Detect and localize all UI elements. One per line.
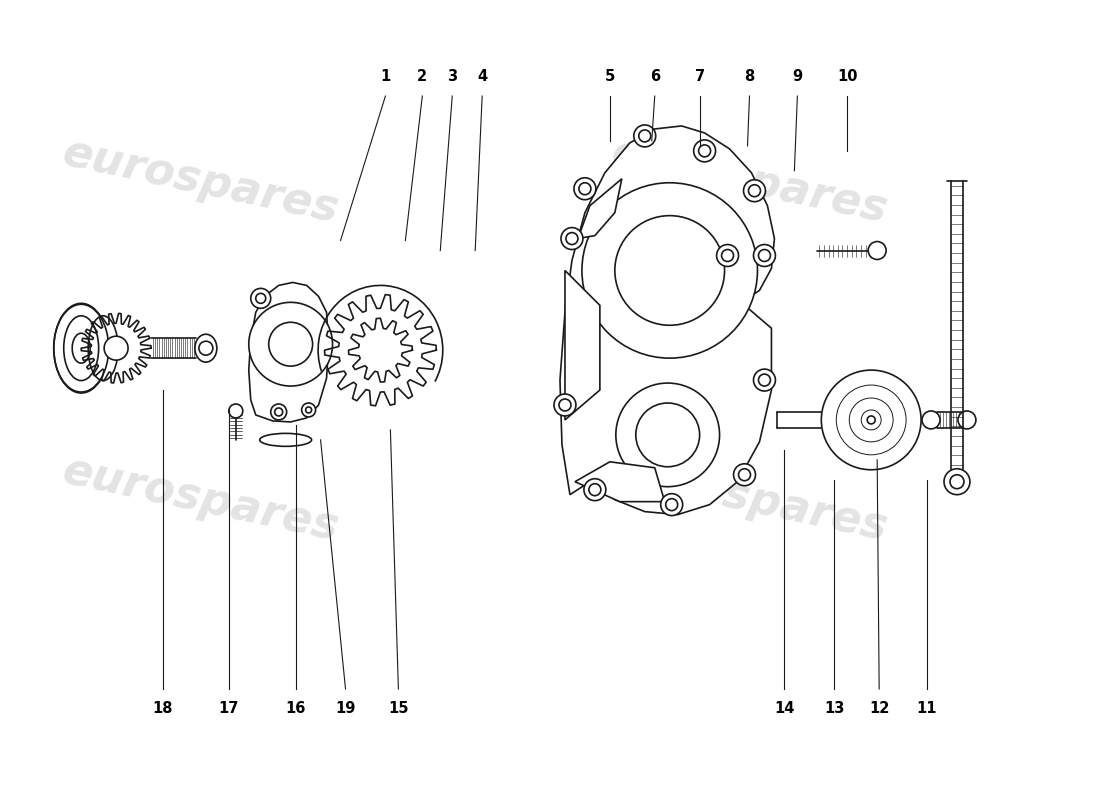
- Circle shape: [822, 370, 921, 470]
- Circle shape: [566, 233, 578, 245]
- Circle shape: [836, 385, 906, 455]
- Polygon shape: [249, 282, 329, 422]
- Text: 18: 18: [153, 702, 173, 717]
- Circle shape: [639, 130, 651, 142]
- Circle shape: [275, 408, 283, 416]
- Text: 10: 10: [837, 69, 858, 84]
- Text: 1: 1: [381, 69, 390, 84]
- Circle shape: [615, 216, 725, 326]
- Polygon shape: [575, 462, 664, 502]
- Circle shape: [958, 411, 976, 429]
- Circle shape: [698, 145, 711, 157]
- Circle shape: [748, 185, 760, 197]
- Text: 15: 15: [388, 702, 408, 717]
- Circle shape: [636, 403, 700, 466]
- Text: 4: 4: [477, 69, 487, 84]
- Circle shape: [922, 411, 940, 429]
- Circle shape: [584, 478, 606, 501]
- Text: 8: 8: [745, 69, 755, 84]
- Text: 5: 5: [605, 69, 615, 84]
- Circle shape: [868, 242, 887, 259]
- Circle shape: [268, 322, 312, 366]
- Circle shape: [271, 404, 287, 420]
- Circle shape: [849, 398, 893, 442]
- Text: 14: 14: [774, 702, 794, 717]
- Text: 19: 19: [336, 702, 355, 717]
- Text: 12: 12: [869, 702, 890, 717]
- Circle shape: [716, 245, 738, 266]
- Circle shape: [249, 302, 332, 386]
- Circle shape: [559, 399, 571, 411]
- Text: eurospares: eurospares: [58, 450, 343, 550]
- Ellipse shape: [260, 434, 311, 446]
- Circle shape: [588, 484, 601, 496]
- Ellipse shape: [54, 303, 109, 393]
- Text: eurospares: eurospares: [607, 450, 892, 550]
- Text: 11: 11: [916, 702, 937, 717]
- Circle shape: [255, 294, 266, 303]
- Circle shape: [734, 464, 756, 486]
- Circle shape: [251, 288, 271, 308]
- Text: 3: 3: [448, 69, 458, 84]
- Circle shape: [199, 342, 213, 355]
- Circle shape: [554, 394, 576, 416]
- Circle shape: [944, 469, 970, 494]
- Text: eurospares: eurospares: [58, 130, 343, 231]
- Circle shape: [104, 336, 128, 360]
- Circle shape: [867, 416, 876, 424]
- Circle shape: [759, 250, 770, 262]
- Text: 9: 9: [792, 69, 802, 84]
- Circle shape: [574, 178, 596, 200]
- Circle shape: [661, 494, 683, 515]
- Circle shape: [306, 407, 311, 413]
- Circle shape: [754, 369, 776, 391]
- Circle shape: [694, 140, 716, 162]
- Circle shape: [744, 180, 766, 202]
- Ellipse shape: [195, 334, 217, 362]
- Circle shape: [666, 498, 678, 510]
- Text: 17: 17: [219, 702, 239, 717]
- Polygon shape: [578, 178, 621, 238]
- Text: 2: 2: [417, 69, 428, 84]
- Circle shape: [634, 125, 656, 147]
- Text: eurospares: eurospares: [607, 130, 892, 231]
- Circle shape: [754, 245, 776, 266]
- Circle shape: [616, 383, 719, 486]
- Circle shape: [579, 182, 591, 194]
- Text: 13: 13: [824, 702, 845, 717]
- Text: 16: 16: [286, 702, 306, 717]
- Circle shape: [301, 403, 316, 417]
- Circle shape: [950, 474, 964, 489]
- Circle shape: [229, 404, 243, 418]
- Circle shape: [738, 469, 750, 481]
- Circle shape: [759, 374, 770, 386]
- Text: 6: 6: [650, 69, 660, 84]
- Circle shape: [582, 182, 758, 358]
- Circle shape: [561, 228, 583, 250]
- Polygon shape: [560, 126, 774, 514]
- Text: 7: 7: [694, 69, 705, 84]
- Circle shape: [722, 250, 734, 262]
- Circle shape: [861, 410, 881, 430]
- Polygon shape: [565, 270, 600, 420]
- Ellipse shape: [88, 316, 118, 381]
